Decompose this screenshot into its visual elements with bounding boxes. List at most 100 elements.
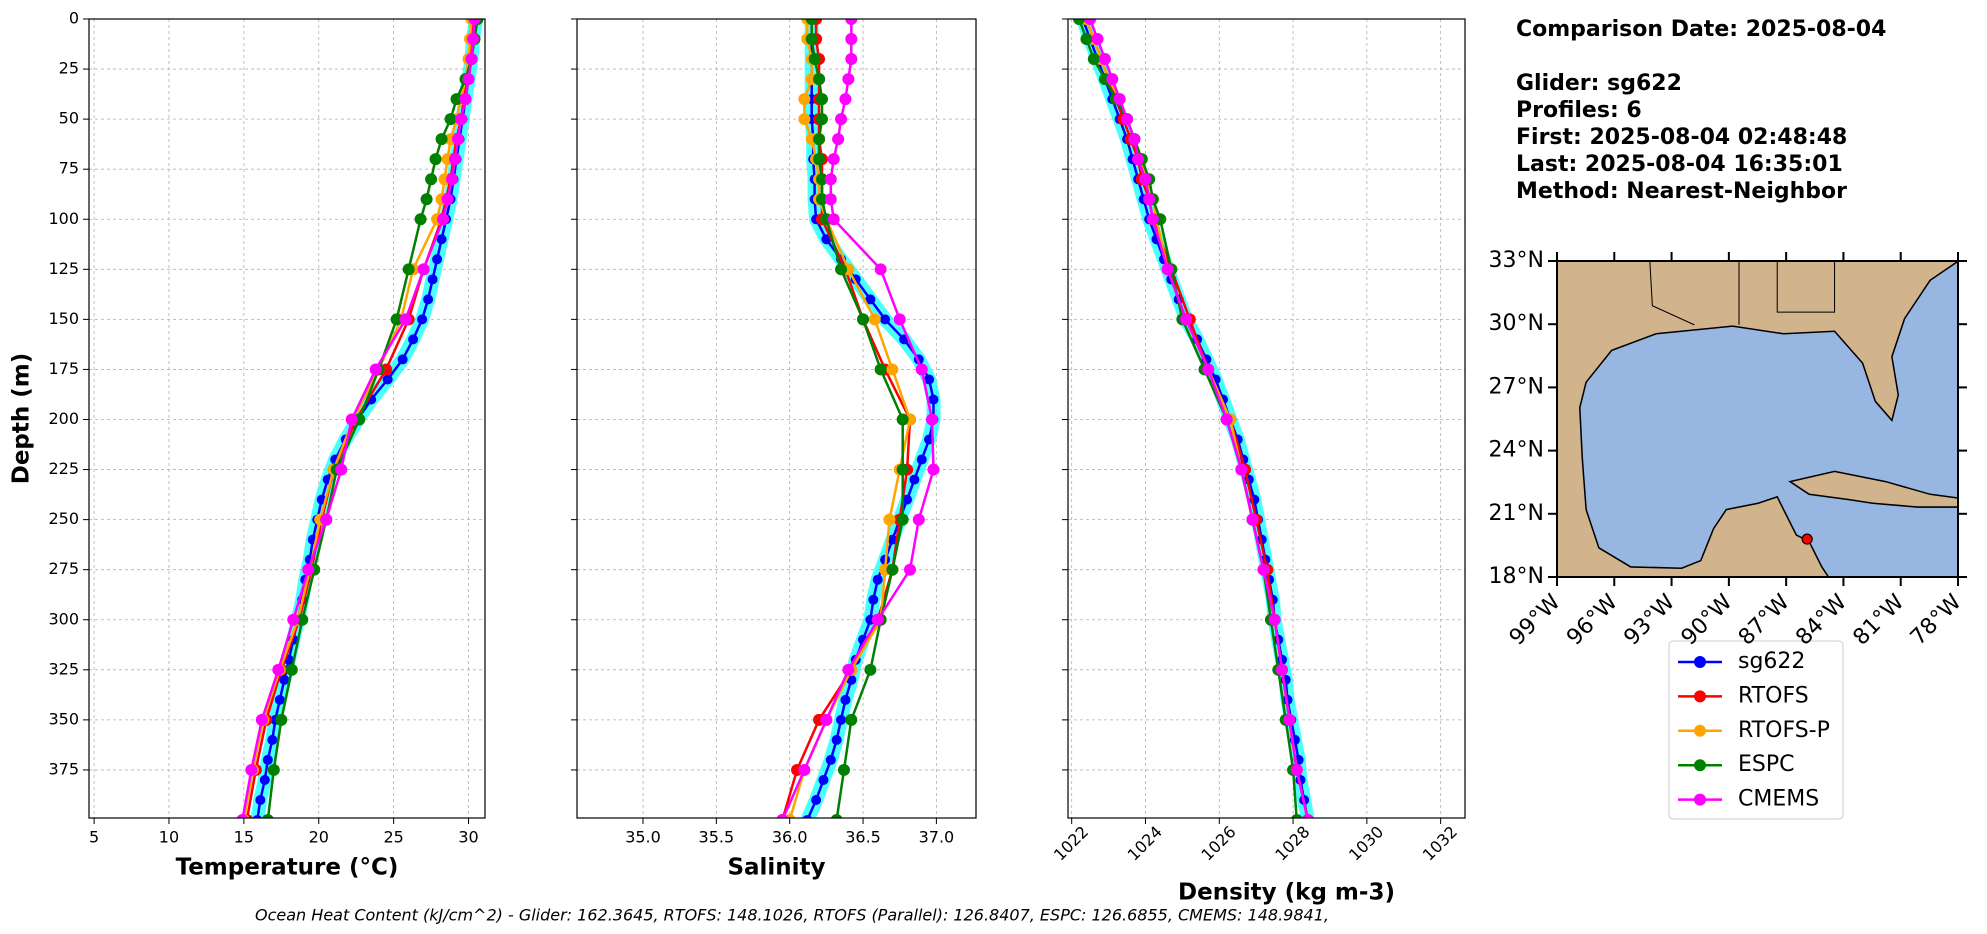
profile-point: [872, 574, 883, 585]
x-tick-label: 1022: [1050, 822, 1092, 864]
map-x-tick-label: 78°W: [1906, 590, 1967, 651]
profile-point: [1113, 93, 1126, 106]
profile-point: [805, 19, 818, 25]
profile-point: [1161, 263, 1174, 276]
profile-point: [909, 474, 920, 485]
x-tick-label: 1032: [1419, 822, 1461, 864]
profile-point: [427, 274, 438, 285]
profile-point: [462, 73, 475, 86]
profile-point: [1257, 563, 1270, 576]
profile-point: [296, 613, 309, 626]
profile-point: [259, 774, 270, 785]
profile-point: [776, 814, 789, 818]
map-background: [1557, 261, 1958, 577]
map-y-tick-label: 21°N: [1489, 501, 1544, 526]
profile-point: [369, 363, 382, 376]
profile-point: [813, 133, 826, 146]
profile-point: [827, 153, 840, 166]
x-tick-label: 20: [309, 828, 329, 847]
profile-point: [802, 815, 812, 818]
profile-point: [267, 763, 280, 776]
y-tick-label: 300: [48, 609, 79, 628]
x-tick-label: 30: [458, 828, 478, 847]
profile-point: [830, 814, 843, 818]
x-axis-label: Salinity: [727, 855, 825, 881]
profile-point: [874, 363, 887, 376]
profile-point: [857, 313, 870, 326]
y-tick-label: 150: [48, 309, 79, 328]
profile-point: [915, 363, 928, 376]
x-tick-label: 36.5: [845, 828, 881, 847]
profile-point: [835, 113, 848, 126]
profile-point: [815, 113, 828, 126]
profile-point: [432, 254, 443, 265]
profile-point: [441, 193, 454, 206]
profile-point: [1180, 313, 1193, 326]
profile-point: [459, 93, 472, 106]
profile-point: [896, 513, 909, 526]
profile-point: [468, 19, 481, 25]
profile-point: [245, 763, 258, 776]
profile-point: [1275, 663, 1288, 676]
x-axis-label: Density (kg m-3): [1178, 880, 1395, 906]
profile-point: [815, 193, 828, 206]
info-glider: Glider: sg622: [1516, 71, 1682, 96]
profile-point: [335, 463, 348, 476]
profile-point: [874, 263, 887, 276]
x-tick-label: 1024: [1124, 822, 1166, 864]
legend-label: ESPC: [1738, 752, 1795, 777]
y-axis-label: Depth (m): [9, 353, 35, 485]
profile-point: [1132, 153, 1145, 166]
profile-point: [887, 534, 898, 545]
profile-point: [871, 613, 884, 626]
profile-point: [903, 563, 916, 576]
profile-point: [820, 713, 833, 726]
profile-point: [1080, 33, 1093, 46]
profile-point: [925, 413, 938, 426]
plot-area: [236, 19, 484, 818]
legend: sg622 RTOFS RTOFS-P ESPC CMEMS: [1668, 640, 1844, 820]
profile-point: [437, 213, 450, 226]
profile-point: [1146, 213, 1159, 226]
y-tick-label: 375: [48, 759, 79, 778]
y-tick-label: 75: [59, 159, 79, 178]
profile-point: [255, 713, 268, 726]
plot-area: [1073, 19, 1315, 818]
y-tick-label: 100: [48, 209, 79, 228]
profile-point: [896, 413, 909, 426]
profile-point: [815, 173, 828, 186]
profile-point: [1202, 363, 1215, 376]
profile-point: [1128, 133, 1141, 146]
y-tick-label: 50: [59, 109, 79, 128]
legend-marker: [1694, 656, 1706, 668]
profile-point: [864, 663, 877, 676]
profile-point: [845, 713, 858, 726]
profile-point: [840, 694, 851, 705]
profile-point: [452, 133, 465, 146]
profile-point: [1084, 19, 1097, 25]
profile-point: [835, 263, 848, 276]
profile-point: [397, 354, 408, 365]
profile-point: [408, 334, 419, 345]
profile-point: [262, 754, 273, 765]
profile-point: [893, 313, 906, 326]
profile-point: [1091, 33, 1104, 46]
profile-point: [798, 763, 811, 776]
profile-point: [252, 815, 262, 818]
profile-point: [465, 53, 478, 66]
profile-point: [1139, 173, 1152, 186]
profile-point: [450, 93, 463, 106]
profile-point: [815, 93, 828, 106]
profile-point: [449, 153, 462, 166]
x-tick-label: 10: [159, 828, 179, 847]
x-tick-label: 25: [383, 828, 403, 847]
profile-point: [255, 794, 266, 805]
profile-point: [320, 513, 333, 526]
profile-point: [262, 814, 274, 818]
map-y-tick-label: 27°N: [1489, 374, 1544, 399]
legend-label: RTOFS: [1738, 683, 1809, 708]
glider-location: [1801, 533, 1813, 545]
info-first: First: 2025-08-04 02:48:48: [1516, 125, 1847, 150]
profile-point: [827, 213, 840, 226]
profile-point: [1143, 193, 1156, 206]
